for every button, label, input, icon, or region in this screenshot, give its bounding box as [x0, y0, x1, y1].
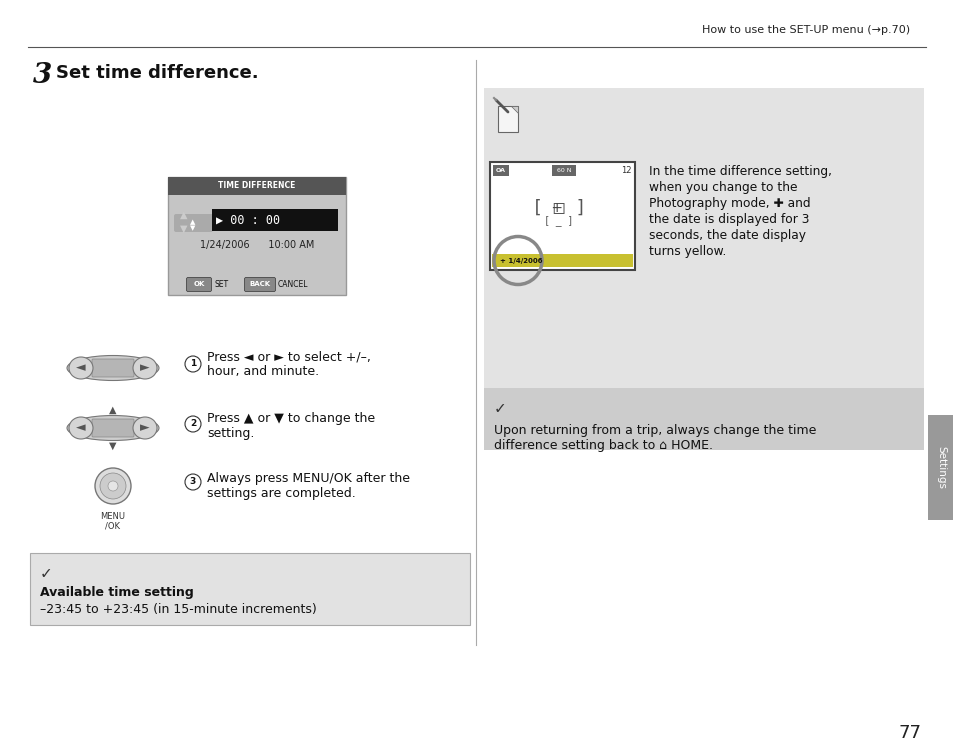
FancyBboxPatch shape	[91, 419, 133, 437]
Circle shape	[185, 474, 201, 490]
Text: ✓: ✓	[40, 566, 52, 581]
Text: ►: ►	[140, 421, 150, 434]
FancyBboxPatch shape	[493, 165, 509, 176]
Polygon shape	[511, 106, 517, 113]
Text: 2: 2	[190, 420, 196, 429]
Text: BACK: BACK	[249, 282, 271, 288]
Text: Always press MENU/OK after the: Always press MENU/OK after the	[207, 472, 410, 485]
Text: OK: OK	[193, 282, 205, 288]
Circle shape	[108, 481, 118, 491]
Ellipse shape	[132, 417, 157, 439]
Text: +: +	[546, 201, 571, 215]
Text: Press ◄ or ► to select +/–,: Press ◄ or ► to select +/–,	[207, 350, 371, 363]
Ellipse shape	[69, 357, 92, 379]
FancyBboxPatch shape	[497, 106, 517, 132]
Text: OA: OA	[496, 168, 505, 173]
Text: ▲: ▲	[190, 219, 195, 225]
Ellipse shape	[67, 356, 159, 381]
Text: [ □ ]: [ □ ]	[531, 199, 585, 217]
FancyBboxPatch shape	[244, 278, 275, 291]
Text: Upon returning from a trip, always change the time: Upon returning from a trip, always chang…	[494, 424, 816, 437]
Text: [ _ ]: [ _ ]	[544, 215, 573, 226]
Text: Set time difference.: Set time difference.	[56, 64, 258, 82]
Text: Settings: Settings	[935, 446, 945, 489]
Text: ▲: ▲	[110, 405, 116, 415]
Text: 1/24/2006      10:00 AM: 1/24/2006 10:00 AM	[199, 240, 314, 250]
FancyBboxPatch shape	[483, 88, 923, 390]
Text: ►: ►	[140, 362, 150, 374]
Text: –23:45 to +23:45 (in 15-minute increments): –23:45 to +23:45 (in 15-minute increment…	[40, 603, 316, 616]
Ellipse shape	[132, 357, 157, 379]
Text: SET: SET	[214, 280, 229, 289]
Text: ▼: ▼	[180, 224, 188, 234]
Text: ▶ 00 : 00: ▶ 00 : 00	[215, 214, 280, 226]
Ellipse shape	[67, 415, 159, 440]
Text: seconds, the date display: seconds, the date display	[648, 229, 805, 242]
Text: 3: 3	[190, 477, 196, 486]
Text: How to use the SET-UP menu (→p.70): How to use the SET-UP menu (→p.70)	[701, 25, 909, 35]
Text: difference setting back to ⌂ HOME.: difference setting back to ⌂ HOME.	[494, 439, 712, 452]
Text: MENU
/OK: MENU /OK	[100, 512, 126, 531]
Ellipse shape	[69, 417, 92, 439]
FancyBboxPatch shape	[186, 278, 212, 291]
Circle shape	[100, 473, 126, 499]
Text: ▼: ▼	[190, 225, 195, 231]
Text: Available time setting: Available time setting	[40, 586, 193, 599]
Text: when you change to the: when you change to the	[648, 181, 797, 194]
Text: Press ▲ or ▼ to change the: Press ▲ or ▼ to change the	[207, 412, 375, 425]
Text: ✓: ✓	[494, 401, 506, 416]
FancyBboxPatch shape	[212, 209, 337, 231]
Text: + 1/​​4/2006: + 1/​​4/2006	[499, 257, 542, 263]
FancyBboxPatch shape	[492, 254, 633, 267]
FancyBboxPatch shape	[91, 359, 133, 377]
Circle shape	[185, 356, 201, 372]
Text: ▲: ▲	[180, 210, 188, 220]
Text: the date is displayed for 3: the date is displayed for 3	[648, 213, 809, 226]
Text: 60 N: 60 N	[557, 168, 571, 173]
Text: CANCEL: CANCEL	[277, 280, 308, 289]
FancyBboxPatch shape	[927, 415, 953, 520]
Circle shape	[185, 416, 201, 432]
FancyBboxPatch shape	[552, 165, 576, 176]
Text: ◄: ◄	[76, 421, 86, 434]
FancyBboxPatch shape	[30, 553, 470, 625]
Text: TIME DIFFERENCE: TIME DIFFERENCE	[218, 181, 295, 190]
Text: 1: 1	[190, 359, 196, 368]
FancyBboxPatch shape	[173, 214, 213, 232]
Text: 12: 12	[620, 166, 631, 175]
Circle shape	[95, 468, 131, 504]
Text: settings are completed.: settings are completed.	[207, 487, 355, 500]
FancyBboxPatch shape	[168, 177, 346, 195]
Text: turns yellow.: turns yellow.	[648, 245, 725, 258]
FancyBboxPatch shape	[168, 177, 346, 295]
FancyBboxPatch shape	[490, 162, 635, 270]
Text: ▼: ▼	[110, 441, 116, 451]
Text: ◄: ◄	[76, 362, 86, 374]
Text: Photography mode, ✚ and: Photography mode, ✚ and	[648, 197, 810, 210]
Text: In the time difference setting,: In the time difference setting,	[648, 165, 831, 178]
Text: 3: 3	[33, 62, 52, 89]
FancyBboxPatch shape	[483, 388, 923, 450]
Text: hour, and minute.: hour, and minute.	[207, 365, 319, 378]
Text: 77: 77	[898, 724, 921, 742]
Text: setting.: setting.	[207, 427, 254, 440]
